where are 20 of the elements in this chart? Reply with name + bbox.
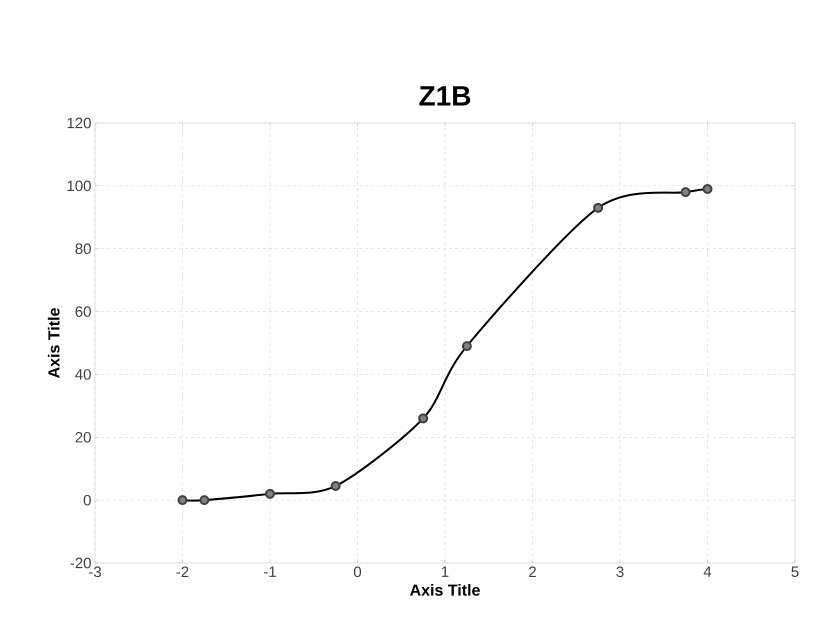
y-tick-label: 40 — [75, 369, 91, 380]
y-axis-title: Axis Title — [48, 308, 60, 378]
y-tick-label: 20 — [76, 432, 91, 443]
y-tick-label: 0 — [84, 494, 91, 506]
chart-title: Z1B — [419, 86, 470, 106]
x-tick-label: -3 — [88, 566, 102, 578]
y-tick-label: 60 — [76, 306, 91, 317]
x-tick-label: -1 — [264, 566, 276, 577]
x-axis-title: Axis Title — [410, 584, 480, 596]
y-tick-label: 100 — [68, 180, 91, 192]
x-tick-label: 3 — [616, 566, 624, 578]
x-tick-label: -2 — [176, 566, 188, 577]
x-tick-label: 4 — [704, 566, 712, 577]
x-tick-label: 5 — [791, 566, 799, 577]
x-tick-label: 1 — [442, 566, 448, 577]
x-tick-label: 0 — [354, 566, 362, 578]
y-tick-label: 80 — [75, 243, 91, 254]
y-tick-label: -20 — [70, 558, 91, 568]
x-tick-label: 2 — [529, 566, 536, 577]
y-tick-label: 120 — [68, 118, 91, 128]
